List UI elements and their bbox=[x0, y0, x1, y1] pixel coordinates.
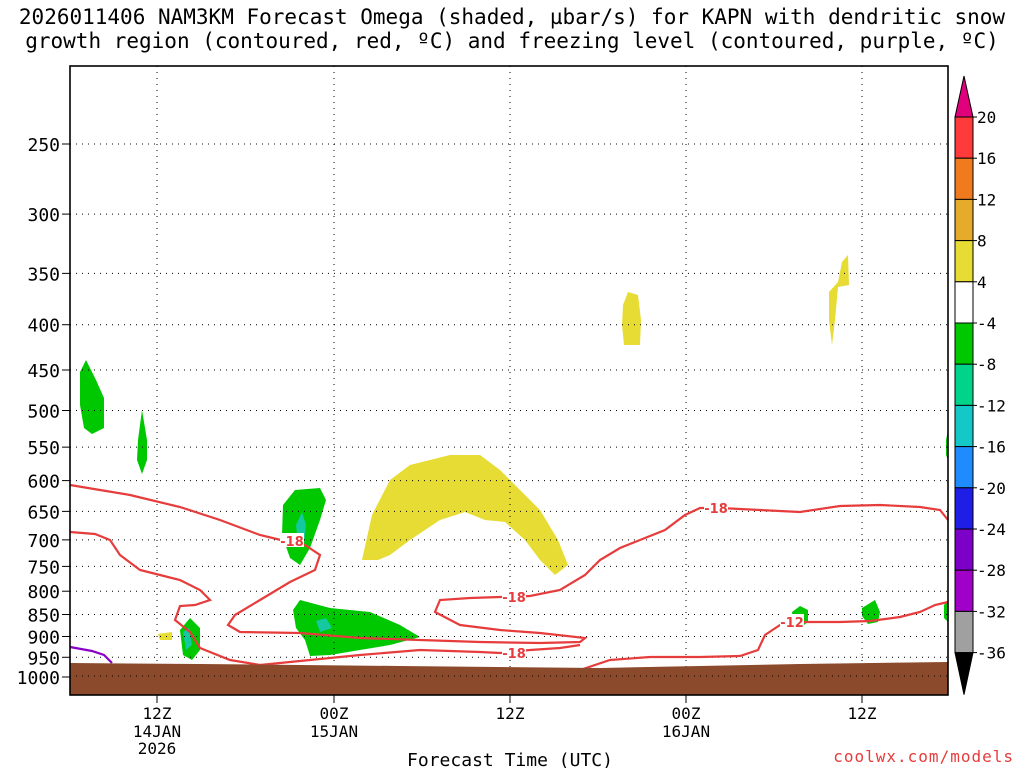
y-tick-label: 750 bbox=[27, 557, 60, 578]
omega-yellow-region bbox=[622, 292, 641, 345]
colorbar: 20 16 12 8 4 -4 -8 -12 -16 -20 -24 -28 -32 -36 bbox=[954, 75, 1006, 695]
y-tick-label: 900 bbox=[27, 627, 60, 648]
omega-green-region bbox=[137, 410, 147, 474]
site-credit: coolwx.com/models bbox=[833, 747, 1014, 766]
colorbar-label: -4 bbox=[977, 314, 996, 333]
contour-label: -18 bbox=[502, 591, 526, 606]
chart-title-line-1: 2026011406 NAM3KM Forecast Omega (shaded… bbox=[18, 5, 1006, 29]
colorbar-swatch bbox=[954, 281, 974, 324]
colorbar-swatch bbox=[954, 157, 974, 200]
colorbar-swatch bbox=[954, 487, 974, 530]
y-tick-label: 800 bbox=[27, 582, 60, 603]
colorbar-arrow-bottom bbox=[954, 652, 974, 695]
colorbar-label: 20 bbox=[977, 108, 996, 127]
y-tick-label: 250 bbox=[27, 135, 60, 156]
colorbar-label: -20 bbox=[977, 479, 1006, 498]
x-tick-sublabel: 15JAN bbox=[310, 722, 358, 741]
contour-label-bg bbox=[280, 533, 304, 547]
colorbar-swatch bbox=[954, 404, 974, 448]
y-tick-label: 450 bbox=[27, 361, 60, 382]
colorbar-swatch bbox=[954, 116, 974, 159]
omega-green-region bbox=[293, 600, 420, 656]
colorbar-swatch bbox=[954, 322, 974, 365]
contour-label: -18 bbox=[280, 535, 304, 550]
site-credit-text: coolwx.com/models bbox=[833, 747, 1014, 766]
chart-title-line-2: growth region (contoured, red, ºC) and f… bbox=[25, 29, 999, 53]
colorbar-swatch bbox=[954, 198, 974, 242]
colorbar-label: 8 bbox=[977, 232, 987, 251]
colorbar-label: 4 bbox=[977, 273, 987, 292]
colorbar-swatch bbox=[954, 363, 974, 406]
x-tick-label: 00Z bbox=[320, 704, 349, 723]
colorbar-label: 12 bbox=[977, 190, 996, 209]
colorbar-label: -28 bbox=[977, 561, 1006, 580]
plot-frame bbox=[69, 65, 949, 696]
colorbar-swatch bbox=[954, 528, 974, 571]
contour-label: -18 bbox=[704, 502, 728, 517]
colorbar-label: -32 bbox=[977, 602, 1006, 621]
x-tick-label: 12Z bbox=[496, 704, 525, 723]
colorbar-swatch bbox=[954, 446, 974, 489]
omega-green-region bbox=[80, 360, 104, 434]
contour-label: -12 bbox=[780, 616, 804, 631]
x-tick-label: 12Z bbox=[848, 704, 877, 723]
x-tick-label: 00Z bbox=[672, 704, 701, 723]
y-tick-label: 350 bbox=[27, 264, 60, 285]
y-tick-label: 600 bbox=[27, 472, 60, 493]
terrain-fill bbox=[70, 662, 948, 695]
y-tick-label: 650 bbox=[27, 502, 60, 523]
x-tick-label: 12Z bbox=[143, 704, 172, 723]
y-tick-label: 300 bbox=[27, 205, 60, 226]
y-tick-label: 500 bbox=[27, 402, 60, 423]
colorbar-label: -24 bbox=[977, 520, 1006, 539]
colorbar-label: -12 bbox=[977, 396, 1006, 415]
freezing-level-line bbox=[69, 645, 113, 664]
omega-yellow-region bbox=[829, 255, 849, 345]
contour-label-bg bbox=[780, 614, 804, 628]
colorbar-swatch bbox=[954, 569, 974, 612]
x-tick-sublabel: 2026 bbox=[138, 739, 177, 758]
dgz-contour bbox=[69, 530, 581, 667]
y-tick-label: 700 bbox=[27, 531, 60, 552]
y-tick-label: 850 bbox=[27, 606, 60, 627]
y-tick-label: 950 bbox=[27, 648, 60, 669]
contour-label-bg bbox=[704, 500, 728, 514]
y-tick-labels: 2503003504004505005506006507007508008509… bbox=[17, 135, 70, 689]
y-tick-label: 400 bbox=[27, 316, 60, 337]
y-tick-label: 550 bbox=[27, 438, 60, 459]
contour-label: -18 bbox=[502, 647, 526, 662]
x-axis-title: Forecast Time (UTC) bbox=[407, 750, 613, 768]
omega-cyan-region bbox=[316, 618, 332, 632]
omega-yellow-region bbox=[362, 455, 568, 575]
y-tick-label: 1000 bbox=[17, 668, 60, 689]
colorbar-label: -36 bbox=[977, 644, 1006, 663]
colorbar-label: 16 bbox=[977, 149, 996, 168]
x-tick-sublabel: 14JAN bbox=[133, 722, 181, 741]
contour-label-bg bbox=[502, 589, 526, 603]
colorbar-label: -16 bbox=[977, 438, 1006, 457]
colorbar-swatch bbox=[954, 610, 974, 654]
grid-y bbox=[70, 143, 948, 658]
colorbar-label: -8 bbox=[977, 355, 996, 374]
colorbar-swatch bbox=[954, 240, 974, 283]
omega-yellow-region bbox=[158, 632, 172, 640]
contour-label-bg bbox=[502, 645, 526, 659]
x-tick-sublabel: 16JAN bbox=[662, 722, 710, 741]
omega-green-region bbox=[862, 600, 880, 624]
colorbar-arrow-top bbox=[954, 75, 974, 118]
contour-labels: -18 -18 -18 -18 -12 bbox=[280, 500, 804, 662]
omega-green-region bbox=[944, 600, 948, 622]
